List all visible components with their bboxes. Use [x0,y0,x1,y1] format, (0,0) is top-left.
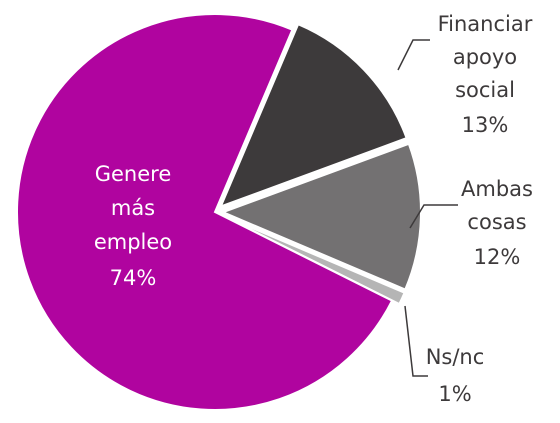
label-line: empleo [94,230,172,254]
leader-line [409,204,458,229]
label-line: social [455,78,515,102]
pie-slice [220,142,422,291]
slice-label: Genere más empleo [94,162,172,254]
label-line: Ambas [461,177,533,201]
slice-label: Ambas cosas [461,177,533,234]
leader-line [404,305,428,377]
label-line: más [111,196,155,220]
value-label: 12% [474,245,521,269]
value-label: 1% [438,382,471,406]
slice-label: Ns/nc [426,345,485,369]
label-line: Ns/nc [426,345,485,369]
pie-slice [218,22,408,209]
label-line: Financiar [438,12,533,36]
value-label: 74% [110,266,157,290]
label-line: Genere [95,162,172,186]
leader-line [397,39,430,71]
slice-label: Financiar apoyo social [438,12,533,102]
label-line: cosas [467,210,526,234]
value-label: 13% [462,113,509,137]
pie-slice [16,13,394,411]
label-line: apoyo [453,45,517,69]
